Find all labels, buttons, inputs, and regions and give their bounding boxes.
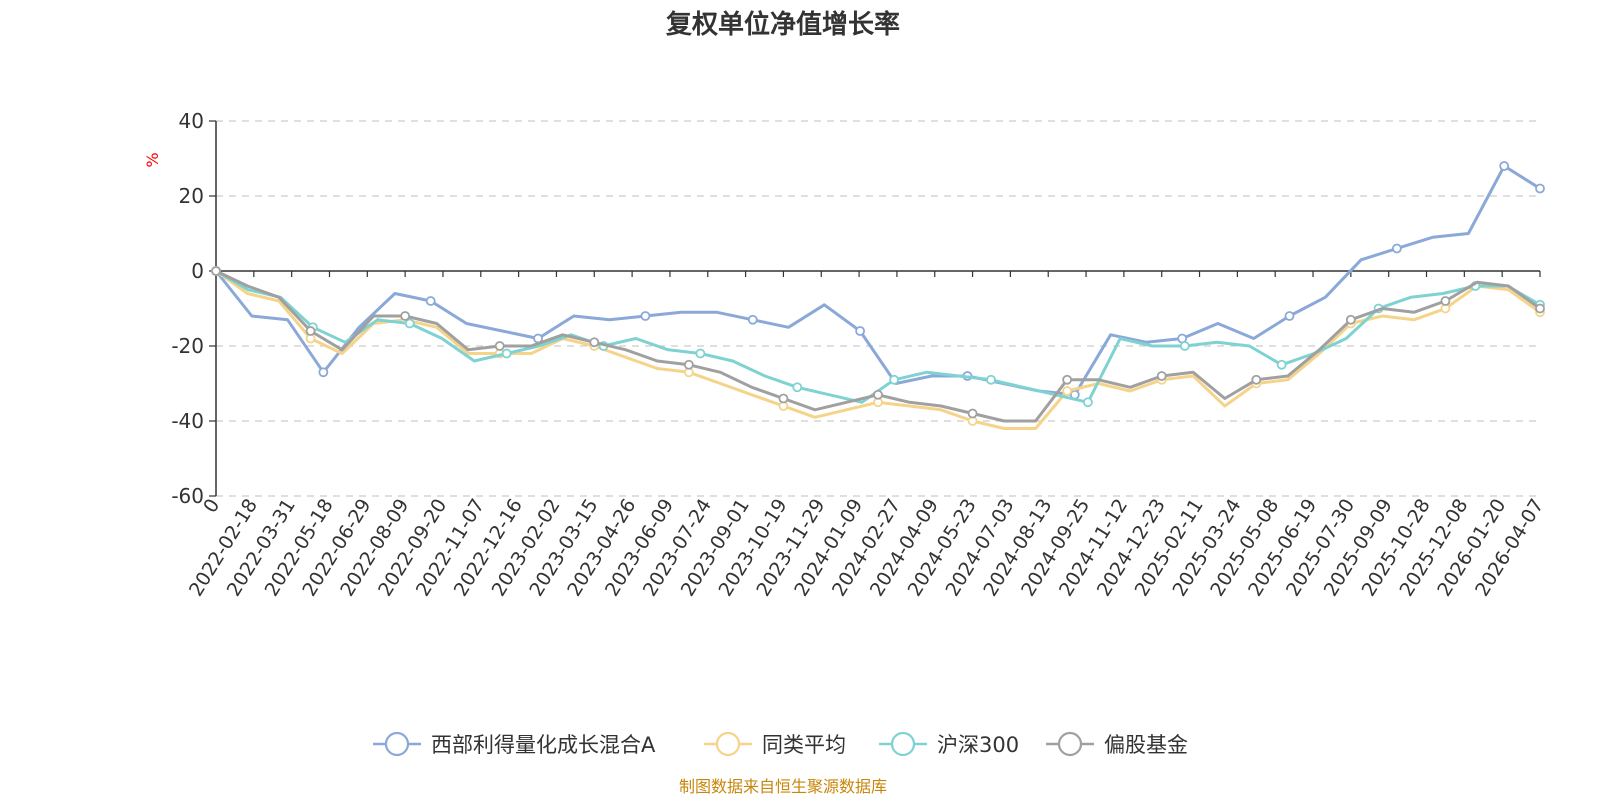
axes: -60-40-200204002022-02-182022-03-312022-… <box>171 109 1548 600</box>
data-point[interactable] <box>318 367 329 378</box>
data-point[interactable] <box>494 341 505 351</box>
data-point[interactable] <box>1440 296 1451 306</box>
y-tick-label: -40 <box>171 409 204 433</box>
data-point[interactable] <box>855 326 866 336</box>
data-point[interactable] <box>1499 161 1510 171</box>
data-point[interactable] <box>425 296 436 306</box>
legend-item[interactable]: 偏股基金 <box>1046 731 1188 757</box>
data-point[interactable] <box>1284 311 1295 321</box>
data-point[interactable] <box>501 348 512 359</box>
legend-item[interactable]: 西部利得量化成长混合A <box>373 731 656 757</box>
data-point[interactable] <box>211 266 221 276</box>
data-point[interactable] <box>873 389 883 400</box>
series-4 <box>211 266 1545 423</box>
data-point[interactable] <box>986 374 996 385</box>
data-point[interactable] <box>1391 243 1402 254</box>
legend-circle-icon <box>384 731 410 757</box>
data-point[interactable] <box>1345 314 1356 325</box>
data-point[interactable] <box>1083 397 1093 408</box>
legend-label: 沪深300 <box>937 733 1019 757</box>
y-tick-label: 20 <box>179 184 204 208</box>
series-lines <box>211 161 1545 430</box>
legend[interactable]: 西部利得量化成长混合A 同类平均 沪深300 偏股基金 <box>373 731 1188 757</box>
series-line <box>215 269 1541 404</box>
data-point[interactable] <box>1062 374 1073 385</box>
data-point[interactable] <box>778 393 789 404</box>
chart-title: 复权单位净值增长率 <box>666 9 900 40</box>
data-point[interactable] <box>1251 374 1262 385</box>
data-point[interactable] <box>683 359 694 370</box>
data-point[interactable] <box>792 382 803 393</box>
data-source-note: 制图数据来自恒生聚源数据库 <box>679 777 887 796</box>
data-point[interactable] <box>1156 371 1167 381</box>
y-tick-label: 40 <box>179 109 204 133</box>
legend-item[interactable]: 沪深300 <box>879 731 1019 757</box>
y-tick-label: -20 <box>171 334 204 358</box>
data-point[interactable] <box>400 311 411 321</box>
series-line <box>214 164 1541 397</box>
legend-circle-icon <box>715 731 741 757</box>
series-3 <box>211 266 1545 408</box>
y-tick-label: 0 <box>191 259 204 283</box>
data-point[interactable] <box>1276 359 1287 370</box>
data-point[interactable] <box>1179 341 1190 351</box>
legend-label: 偏股基金 <box>1104 733 1188 757</box>
data-point[interactable] <box>404 318 415 329</box>
data-point[interactable] <box>889 374 900 385</box>
y-axis-unit: % <box>143 152 162 167</box>
series-2 <box>211 266 1545 430</box>
data-point[interactable] <box>589 337 600 348</box>
y-tick-label: -60 <box>171 484 204 508</box>
legend-label: 西部利得量化成长混合A <box>431 733 656 757</box>
data-point[interactable] <box>1062 386 1073 396</box>
grid-lines <box>216 120 1540 497</box>
data-point[interactable] <box>305 326 316 336</box>
x-tick-label: 0 <box>199 495 224 517</box>
data-point[interactable] <box>640 311 651 321</box>
legend-label: 同类平均 <box>762 733 846 757</box>
data-point[interactable] <box>1535 303 1545 314</box>
legend-circle-icon <box>890 731 916 757</box>
data-point[interactable] <box>695 348 706 359</box>
data-point[interactable] <box>1535 183 1545 194</box>
series-1 <box>211 161 1545 400</box>
legend-circle-icon <box>1057 731 1083 757</box>
data-point[interactable] <box>747 314 758 325</box>
data-point[interactable] <box>967 408 978 419</box>
legend-item[interactable]: 同类平均 <box>704 731 846 757</box>
